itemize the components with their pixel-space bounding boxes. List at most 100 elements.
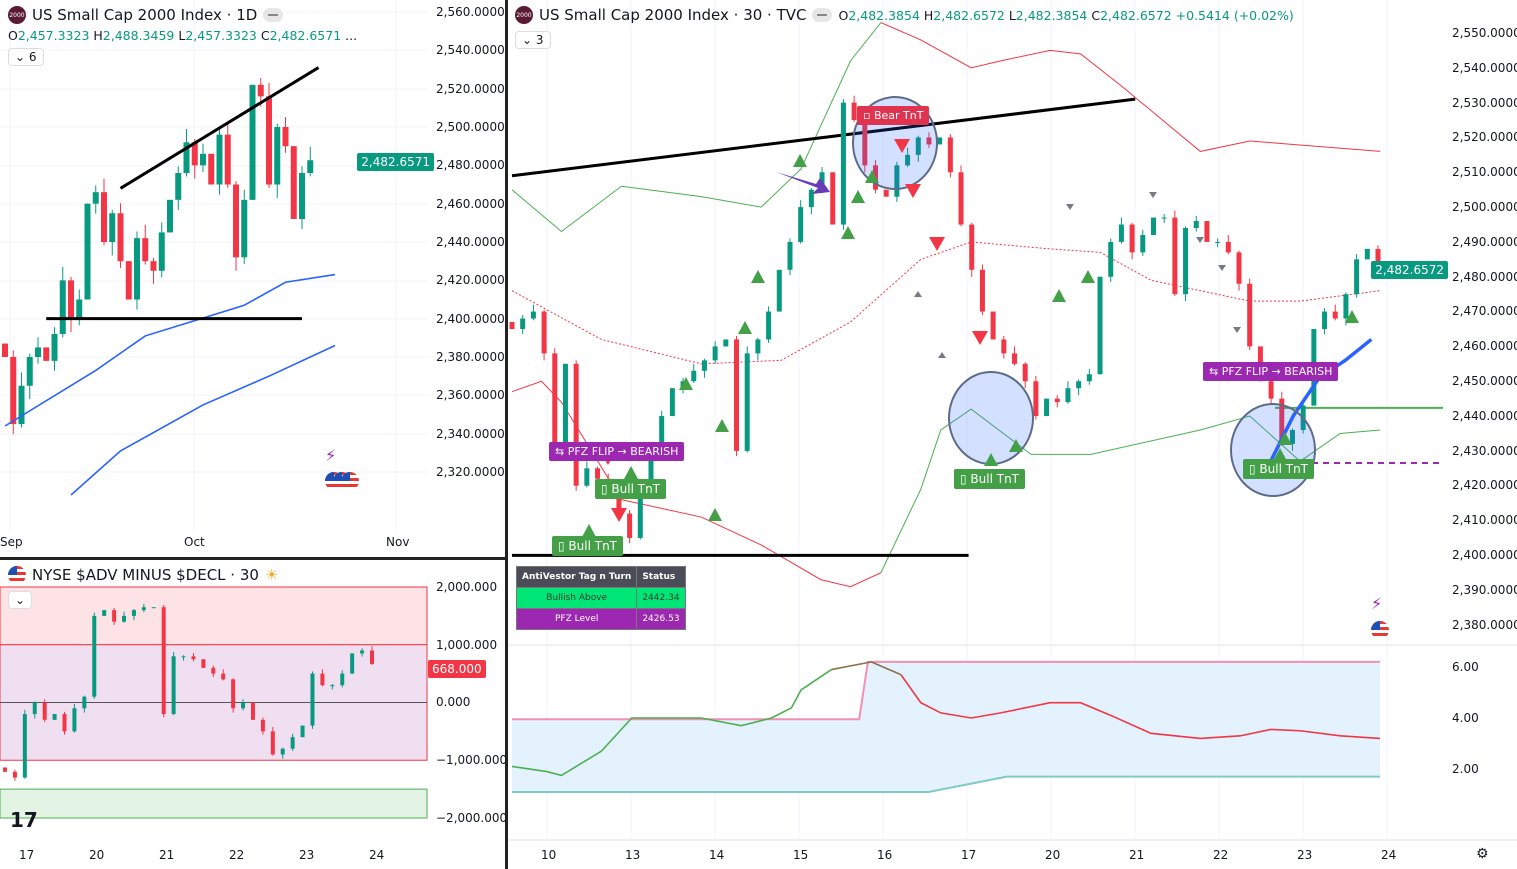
- daily-indicators-collapse-button[interactable]: ⌄ 6: [8, 48, 44, 66]
- candle-body: [744, 353, 750, 451]
- resistance-trendline: [511, 97, 1136, 178]
- oscillator-line: [831, 661, 902, 676]
- axis-tick: 2,540.0000: [1452, 60, 1517, 75]
- bull-tnt-label: ▯ Bull TnT: [552, 536, 624, 556]
- daily-price-chart[interactable]: [0, 0, 505, 530]
- event-flags-icon[interactable]: [325, 472, 359, 490]
- candle-body: [68, 280, 74, 319]
- axis-tick: 2,000.000: [436, 580, 498, 594]
- pane-divider[interactable]: [0, 557, 506, 560]
- candle-body: [266, 96, 272, 185]
- candle-body: [280, 748, 285, 755]
- candle-body: [1364, 248, 1370, 260]
- candle-body: [1086, 374, 1092, 382]
- candle-body: [1076, 381, 1082, 389]
- intraday-symbol-title[interactable]: US Small Cap 2000 Index · 30 · TVC: [539, 6, 807, 24]
- intraday-ohlc: O2,482.3854 H2,482.6572 L2,482.3854 C2,4…: [838, 7, 1294, 23]
- candle-body: [290, 146, 297, 219]
- buy-triangle-marker: [679, 377, 693, 390]
- daily-symbol-title[interactable]: US Small Cap 2000 Index · 1D: [32, 6, 258, 24]
- hide-legend-icon[interactable]: [812, 8, 833, 22]
- candle-body: [627, 513, 633, 538]
- candle-body: [10, 357, 17, 425]
- axis-tick: 2,390.0000: [1452, 582, 1517, 597]
- candle-body: [915, 137, 921, 155]
- candle-body: [131, 610, 136, 616]
- candle-body: [76, 299, 83, 319]
- candle-body: [12, 771, 17, 778]
- breadth-legend: NYSE $ADV MINUS $DECL · 30 ☀: [8, 566, 278, 584]
- time-tick: 20: [1045, 848, 1061, 862]
- tradingview-logo[interactable]: 17: [10, 808, 38, 832]
- time-tick: 22: [229, 848, 245, 862]
- lower-band-line: [880, 408, 1381, 573]
- buy-triangle-marker: [624, 466, 638, 479]
- axis-tick: 2,520.0000: [436, 81, 505, 96]
- breadth-symbol-title[interactable]: NYSE $ADV MINUS $DECL · 30: [32, 566, 259, 584]
- small-down-marker: [1233, 327, 1241, 333]
- axis-tick: 2,480.0000: [1452, 269, 1517, 284]
- candle-body: [766, 311, 772, 340]
- candle-body: [274, 127, 281, 185]
- candle-body: [990, 311, 996, 340]
- candle-body: [1022, 363, 1028, 382]
- axis-tick: 2,380.0000: [1452, 617, 1517, 632]
- axis-tick: 2,480.0000: [436, 158, 505, 173]
- candle-body: [35, 347, 41, 357]
- time-tick: 21: [1129, 848, 1145, 862]
- hide-legend-icon[interactable]: [263, 8, 284, 22]
- us-event-flag-icon[interactable]: [1371, 621, 1389, 639]
- small-down-marker: [1196, 237, 1204, 243]
- axis-tick: 2,470.0000: [1452, 304, 1517, 319]
- us-flag-icon: [8, 566, 26, 584]
- candle-body: [161, 607, 166, 715]
- layout-divider[interactable]: [505, 0, 508, 869]
- time-tick: 22: [1213, 848, 1229, 862]
- candle-body: [701, 360, 707, 371]
- axis-tick: −1,000.000: [436, 753, 508, 768]
- candle-body: [926, 137, 932, 145]
- candle-body: [2, 343, 8, 357]
- candle-body: [175, 173, 182, 200]
- candle-body: [1300, 405, 1306, 430]
- oversold-band: [0, 788, 428, 819]
- intraday-collapse-button[interactable]: ⌄ 3: [515, 31, 551, 49]
- candle-body: [134, 238, 140, 300]
- breadth-collapse-button[interactable]: ⌄: [8, 591, 33, 609]
- candle-body: [723, 339, 729, 347]
- candle-body: [595, 468, 601, 479]
- time-tick: 20: [89, 848, 105, 862]
- candle-body: [1097, 276, 1103, 375]
- axis-tick: 2,500.0000: [436, 119, 505, 134]
- intraday-last-price-badge: 2,482.6572: [1371, 261, 1448, 279]
- upper-band-line: [880, 22, 1381, 152]
- chart-settings-icon[interactable]: ⚙: [1476, 846, 1489, 862]
- candle-body: [3, 767, 7, 772]
- oscillator-line: [900, 674, 1381, 740]
- candle-body: [141, 607, 146, 611]
- candle-body: [1247, 283, 1253, 347]
- candle-body: [1279, 398, 1285, 444]
- alert-icon[interactable]: ⚡: [1371, 594, 1383, 613]
- candle-body: [183, 142, 190, 173]
- axis-tick: 2,540.0000: [436, 43, 505, 58]
- candle-body: [52, 714, 57, 720]
- candle-body: [969, 224, 975, 270]
- candle-body: [260, 719, 265, 732]
- candle-body: [370, 650, 374, 664]
- buy-triangle-marker: [708, 508, 722, 521]
- candle-body: [1204, 221, 1210, 242]
- candle-body: [211, 667, 216, 674]
- buy-triangle-marker: [851, 190, 865, 203]
- candle-body: [171, 656, 176, 715]
- candle-body: [282, 127, 289, 147]
- candle-body: [1161, 217, 1167, 219]
- axis-tick: 2,550.0000: [1452, 26, 1517, 40]
- time-tick: 14: [709, 848, 725, 862]
- candle-body: [26, 357, 33, 386]
- buy-triangle-marker: [1345, 310, 1359, 323]
- candle-body: [1354, 259, 1360, 295]
- candle-body: [1033, 381, 1039, 417]
- alert-icon[interactable]: ⚡: [325, 446, 337, 465]
- candle-body: [233, 184, 239, 258]
